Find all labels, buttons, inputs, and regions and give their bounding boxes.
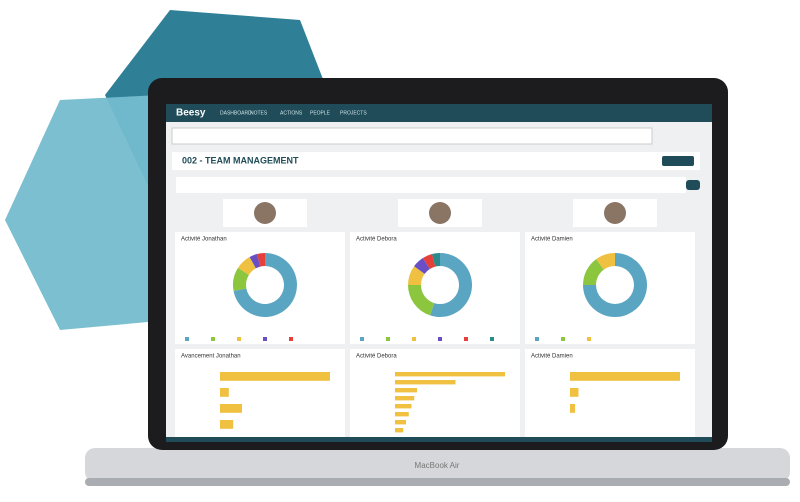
donut-segment [414, 257, 430, 274]
panel-title: Activité Jonathan [181, 237, 227, 243]
donut-segment [432, 253, 440, 267]
legend-swatch [561, 337, 565, 341]
panel [525, 232, 695, 344]
bar [395, 388, 417, 393]
laptop-base [85, 448, 790, 482]
footer-bar [166, 437, 712, 442]
bar [220, 372, 330, 381]
legend-swatch [211, 337, 215, 341]
panel [350, 232, 520, 344]
donut-segment [233, 253, 298, 317]
avatar [254, 202, 276, 224]
avatar [604, 202, 626, 224]
donut-segment [430, 253, 473, 317]
legend-swatch [412, 337, 416, 341]
bar [395, 412, 409, 417]
nav-item[interactable]: PEOPLE [310, 110, 331, 116]
bar [395, 428, 404, 433]
bar [220, 388, 229, 397]
panel-title: Activité Damien [531, 237, 573, 243]
panel [175, 349, 345, 437]
legend-swatch [535, 337, 539, 341]
legend-swatch [289, 337, 293, 341]
bar [220, 404, 242, 413]
donut-segment [257, 253, 265, 267]
filters [176, 177, 686, 193]
panel-title: Activité Debora [356, 237, 397, 243]
settings-button[interactable] [686, 180, 700, 190]
nav-item[interactable]: ACTIONS [280, 110, 303, 116]
legend-swatch [490, 337, 494, 341]
bar [570, 372, 680, 381]
donut-segment [582, 259, 604, 285]
donut-segment [249, 254, 261, 269]
legend-swatch [360, 337, 364, 341]
panel-title: Activité Debora [356, 354, 397, 360]
legend-swatch [438, 337, 442, 341]
panel [350, 349, 520, 437]
legend-swatch [587, 337, 591, 341]
logo: Beesy [176, 108, 206, 119]
bar [395, 420, 406, 425]
dashboard-title: 002 - TEAM MANAGEMENT [182, 155, 299, 165]
bar [395, 372, 505, 377]
avatar [429, 202, 451, 224]
donut-segment [583, 253, 647, 317]
donut-segment [408, 266, 425, 285]
legend-swatch [237, 337, 241, 341]
donut-segment [422, 254, 436, 269]
bar [395, 404, 412, 409]
legend-swatch [386, 337, 390, 341]
legend-swatch [263, 337, 267, 341]
bar [220, 420, 234, 429]
nav-item[interactable]: DASHBOARD [220, 110, 252, 116]
donut-segment [596, 253, 615, 270]
bar [395, 396, 415, 401]
legend-swatch [185, 337, 189, 341]
panel [175, 232, 345, 344]
top-bar [166, 104, 712, 122]
bar [570, 404, 576, 413]
panel-title: Avancement Jonathan [181, 354, 241, 360]
laptop-base-edge [85, 478, 790, 486]
panel [525, 349, 695, 437]
panel-title: Activité Damien [531, 354, 573, 360]
legend-swatch [464, 337, 468, 341]
donut-segment [233, 267, 249, 291]
bar [395, 380, 456, 385]
nav-item[interactable]: NOTES [250, 110, 268, 116]
bar [570, 388, 579, 397]
edit-button[interactable] [662, 156, 694, 166]
search-bar[interactable] [171, 127, 653, 145]
nav-item[interactable]: PROJECTS [340, 110, 367, 116]
title-bar [172, 152, 700, 170]
device-label: MacBook Air [415, 461, 460, 470]
donut-segment [408, 285, 435, 316]
donut-segment [237, 256, 256, 275]
